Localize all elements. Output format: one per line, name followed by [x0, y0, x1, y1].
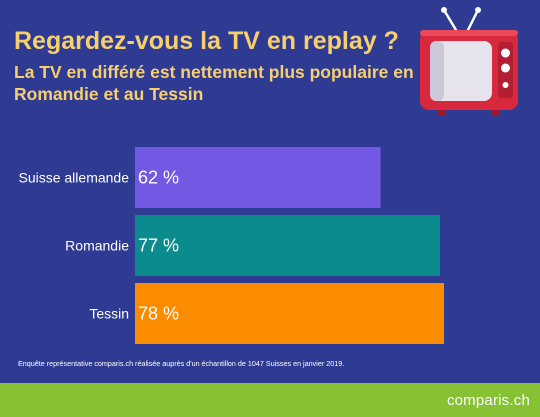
footer-bar: comparis.ch [0, 383, 540, 417]
chart-subtitle: La TV en différé est nettement plus popu… [14, 62, 414, 104]
bar-2 [135, 283, 444, 344]
comparis-logo[interactable]: comparis.ch [446, 392, 530, 409]
retro-tv-icon [420, 7, 518, 115]
chart-title: Regardez-vous la TV en replay ? [14, 27, 399, 55]
bar-1 [135, 215, 441, 276]
value-label-0: 62 % [138, 168, 179, 188]
category-label-1: Romandie [65, 238, 129, 254]
category-label-2: Tessin [89, 306, 129, 322]
category-label-0: Suisse allemande [18, 170, 129, 186]
bar-0 [135, 147, 381, 208]
survey-note: Enquête représentative comparis.ch réali… [18, 359, 345, 368]
value-label-1: 77 % [138, 236, 179, 256]
value-label-2: 78 % [138, 304, 179, 324]
